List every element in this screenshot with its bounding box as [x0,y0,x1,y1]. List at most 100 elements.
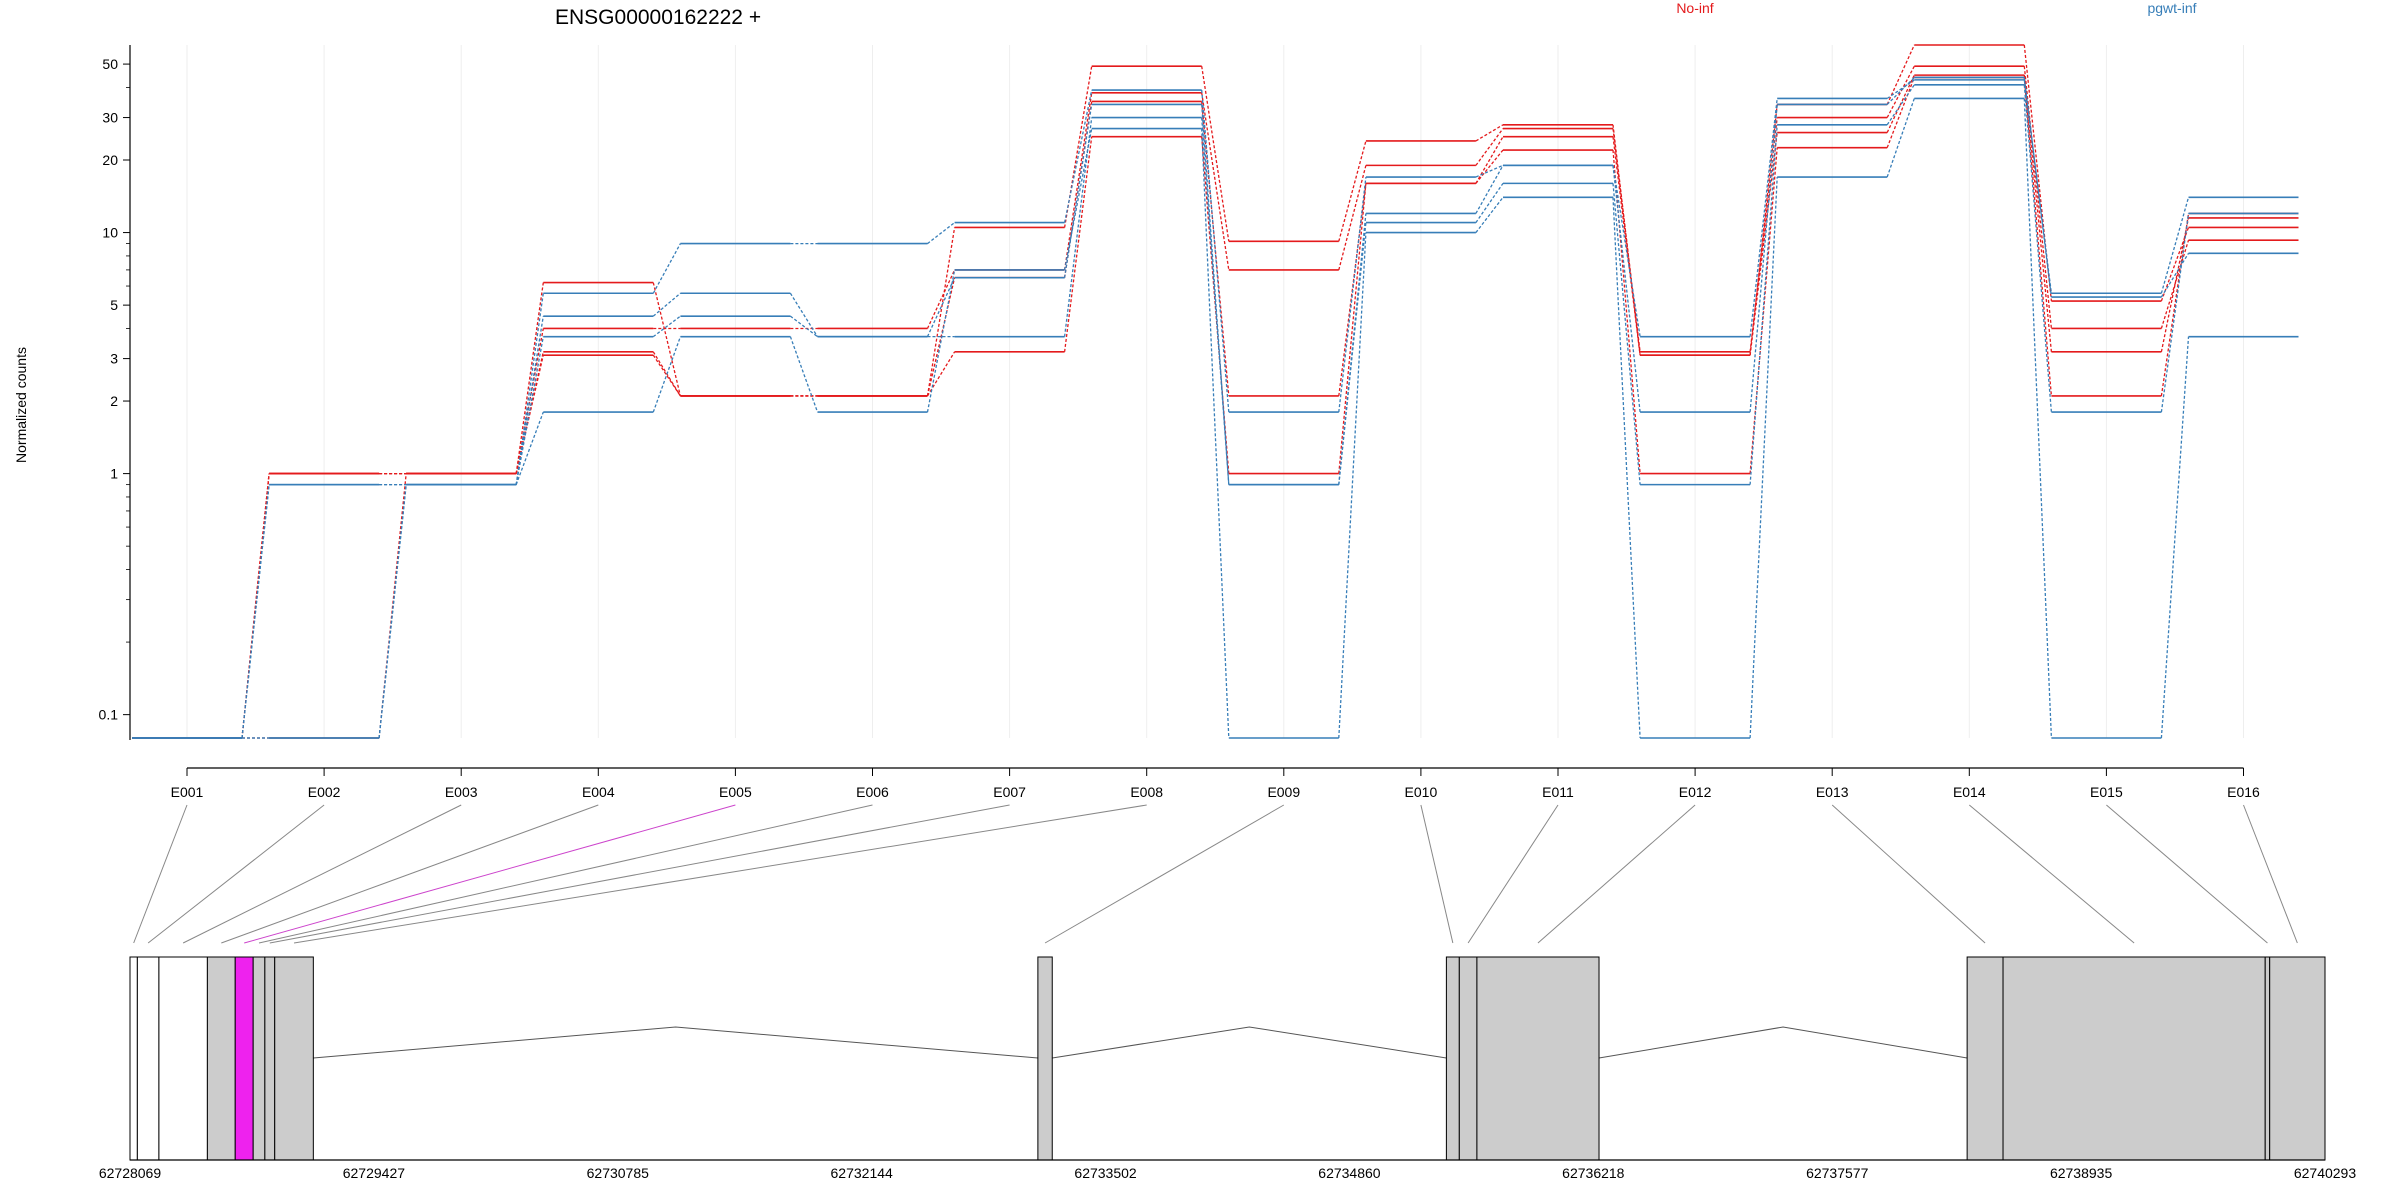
data-connector [1338,176,1367,413]
data-connector [1612,149,1641,474]
exon-connector [2243,804,2298,944]
gene-axis-label: 62730785 [587,1165,650,1181]
exon-connector [1968,804,2135,944]
data-connector [378,484,407,739]
data-connector [1338,222,1367,485]
exon-box-e009 [1037,956,1053,1161]
x-tick-label: E008 [1130,784,1163,800]
y-tick-label: 0.1 [99,707,119,723]
series-pgwt-inf-8 [132,97,2299,739]
x-tick-label: E007 [993,784,1026,800]
data-connector [1063,128,1093,271]
y-tick-label: 1 [110,466,118,482]
data-connector [1886,44,1915,105]
exon-connector [244,804,736,944]
exon-box-e013 [1966,956,2004,1161]
exon-box-e005 [234,956,254,1161]
data-connector [2023,79,2053,294]
data-connector [1475,196,1504,233]
data-connector [1338,183,1367,397]
data-connector [2023,44,2053,302]
data-connector [515,293,544,485]
x-tick-label: E015 [2090,784,2123,800]
exon-box-e008 [274,956,314,1161]
data-connector [1612,136,1641,356]
exon-box-e002 [136,956,160,1161]
data-connector [2160,213,2190,397]
data-connector [1338,140,1367,242]
data-connector [926,351,956,397]
data-connector [1749,98,1778,337]
data-connector [1886,98,1915,178]
exon-connector [258,804,873,944]
data-connector [652,292,681,317]
y-tick-label: 2 [110,393,118,409]
data-connector [652,282,682,397]
data-connector [652,336,682,413]
y-tick-label: 5 [110,297,118,313]
exon-connector [1537,804,1696,944]
data-connector [1475,149,1504,184]
data-connector [515,355,544,474]
series-pgwt-inf-7 [132,84,2299,739]
x-tick-label: E003 [445,784,478,800]
exon-box-e004 [206,956,236,1161]
data-connector [2160,197,2190,294]
data-connector [652,315,681,338]
data-connector [515,328,544,474]
data-connector [1612,197,1641,739]
data-connector [2160,239,2190,329]
exon-box-e001 [129,956,138,1161]
data-connector [1475,165,1504,214]
data-connector [1886,77,1915,148]
exon-box-e012 [1476,956,1600,1161]
data-connector [2160,213,2190,413]
data-connector [2160,217,2190,352]
data-connector [515,316,544,485]
y-tick-label: 10 [102,225,118,241]
data-connector [2023,77,2053,396]
data-connector [2023,75,2053,352]
data-connector [2160,252,2190,298]
data-connector [1749,132,1778,356]
x-tick-label: E011 [1542,784,1574,800]
gene-axis-label: 62732144 [831,1165,894,1181]
grid-layer [186,45,2244,738]
legend-item-no-inf: No-inf [1676,0,1713,16]
x-tick-label: E014 [1953,784,1986,800]
data-connector [1612,128,1641,352]
exon-connector [2106,804,2268,944]
gene-axis-label: 62729427 [343,1165,406,1181]
axes-layer: 0.1 1 2 3 5 10 20 30 50 E001 E002 E003 E004 E005 E006 E… [99,45,2260,800]
exon-connector [221,804,599,944]
data-connector [1338,165,1367,271]
data-connector [1063,117,1093,337]
data-connector [1612,165,1641,413]
data-connector [1063,89,1093,223]
data-connector [1063,104,1093,278]
exon-box-e015 [2264,956,2271,1161]
exon-box-e006 [252,956,266,1161]
y-tick-label: 30 [102,110,118,126]
x-tick-label: E010 [1405,784,1438,800]
gene-axis-label: 62740293 [2294,1165,2357,1181]
gene-axis-label: 62736218 [1562,1165,1625,1181]
data-connector [1749,147,1778,474]
data-connector [789,336,819,413]
data-connector [1063,92,1093,270]
chart-title: ENSG00000162222 + [555,6,761,29]
y-tick-label: 20 [102,152,118,168]
data-connector [515,282,544,474]
data-connector [2023,66,2053,329]
x-tick-label: E002 [308,784,341,800]
exon-box-e007 [264,956,276,1161]
data-connector [1749,104,1778,413]
data-connector [926,277,956,337]
series-layer [132,44,2299,739]
data-connector [927,222,955,245]
intron-line [1052,1026,1447,1059]
exon-box-e011 [1458,956,1478,1161]
gene-axis-label: 62728069 [99,1165,162,1181]
gene-axis-label: 62733502 [1074,1165,1137,1181]
